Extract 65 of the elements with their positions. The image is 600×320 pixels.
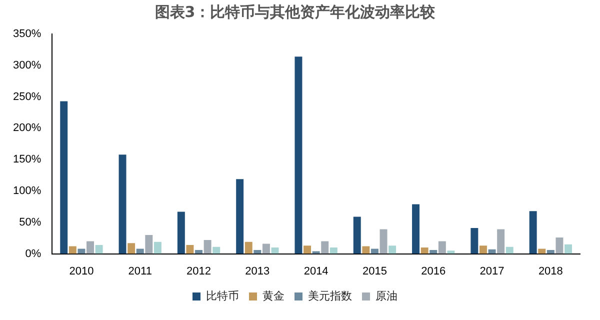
y-tick-label: 100%: [12, 185, 42, 198]
bar: [488, 249, 496, 254]
bar: [321, 241, 329, 254]
x-tick-label: 2016: [421, 265, 446, 278]
bar: [154, 242, 162, 254]
y-tick-label: 50%: [19, 216, 42, 228]
y-tick-label: 300%: [12, 59, 42, 72]
bar: [470, 228, 478, 254]
bar: [447, 250, 455, 254]
legend-label: 原油: [376, 290, 398, 303]
bar: [362, 246, 370, 254]
bar: [86, 241, 94, 254]
bar: [506, 246, 514, 254]
y-tick-label: 0%: [25, 248, 42, 260]
x-tick-label: 2012: [186, 265, 212, 278]
bar: [546, 250, 554, 254]
bar: [195, 250, 203, 254]
bar: [370, 248, 378, 254]
bar: [95, 245, 103, 254]
bar: [294, 56, 302, 254]
bar: [330, 248, 338, 254]
bar: [380, 229, 388, 254]
bar: [145, 234, 153, 254]
bar: [254, 250, 262, 254]
bar: [244, 242, 252, 254]
legend-label: 美元指数: [308, 290, 352, 303]
bar: [353, 216, 361, 254]
bar: [68, 246, 76, 254]
bar: [529, 211, 537, 254]
x-tick-label: 2014: [304, 265, 328, 278]
bar: [78, 248, 86, 254]
y-tick-label: 150%: [12, 154, 42, 166]
bar: [556, 237, 564, 254]
y-tick-label: 350%: [12, 28, 42, 40]
bar: [177, 212, 185, 254]
x-tick-label: 2017: [480, 265, 504, 278]
bar: [497, 229, 505, 254]
bar: [128, 243, 136, 254]
x-tick-label: 2018: [538, 265, 563, 278]
y-tick-label: 250%: [12, 90, 42, 103]
chart-title: 图表3：比特币与其他资产年化波动率比较: [154, 2, 436, 21]
bar: [479, 246, 487, 254]
bar: [236, 179, 244, 254]
bar: [186, 245, 194, 254]
bar: [438, 241, 446, 254]
bar: [564, 244, 572, 254]
bar: [136, 248, 144, 254]
x-tick-label: 2015: [362, 265, 387, 278]
bar: [262, 244, 270, 254]
y-tick-label: 200%: [12, 122, 42, 134]
x-tick-label: 2011: [128, 265, 152, 278]
bar: [304, 246, 312, 254]
bar: [538, 248, 546, 254]
bar: [430, 250, 438, 254]
bar: [204, 240, 212, 254]
legend-label: 黄金: [262, 290, 284, 303]
bar: [118, 154, 126, 254]
x-tick-label: 2010: [69, 265, 94, 278]
bar: [212, 246, 220, 254]
bar: [420, 248, 428, 254]
bar: [388, 246, 396, 254]
bar: [412, 204, 420, 254]
legend-label: 比特币: [206, 290, 239, 303]
bar: [60, 101, 68, 254]
x-tick-label: 2013: [245, 265, 270, 278]
